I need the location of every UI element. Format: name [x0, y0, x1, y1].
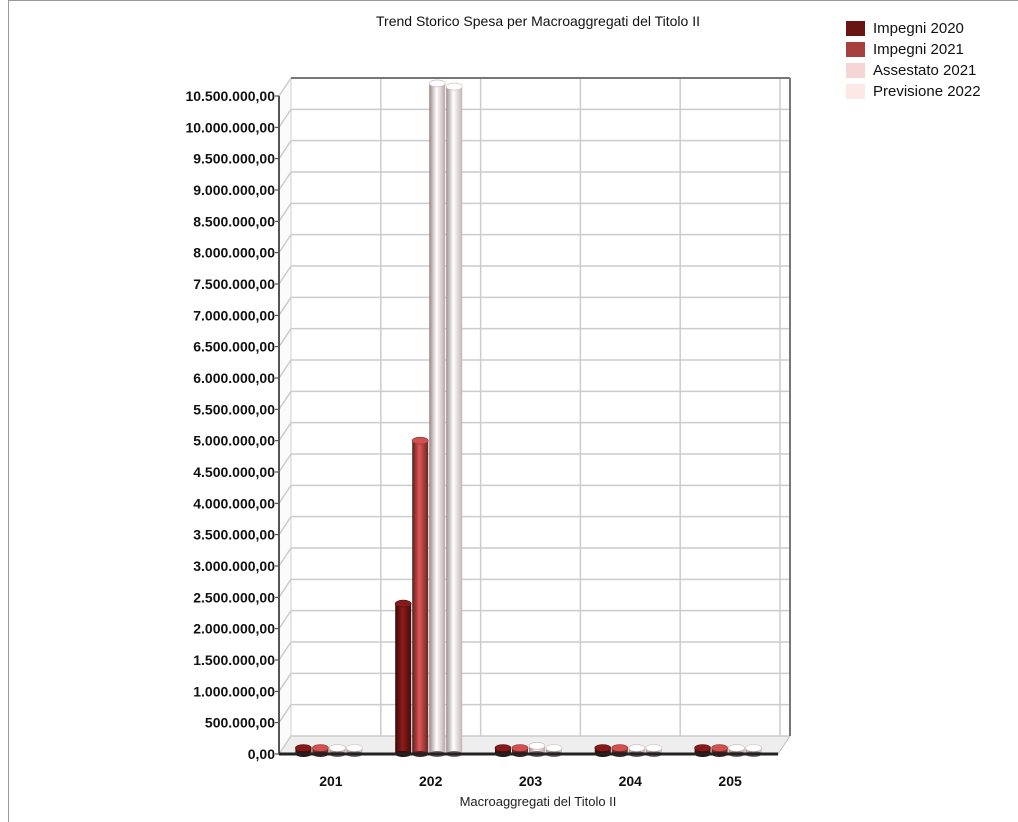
chart-title: Trend Storico Spesa per Macroaggregati d…	[376, 13, 700, 29]
y-tick-label: 8.500.000,00	[193, 213, 275, 229]
grid-line-diagonal	[278, 641, 292, 661]
y-tick-label: 5.500.000,00	[193, 401, 275, 417]
legend-label: Previsione 2022	[873, 83, 981, 100]
y-tick-label: 7.500.000,00	[193, 276, 275, 292]
y-tick-label: 1.500.000,00	[193, 652, 275, 668]
legend-swatch	[846, 42, 865, 57]
grid-line-diagonal	[278, 704, 292, 724]
x-axis-label: Macroaggregati del Titolo II	[460, 794, 617, 809]
x-tick-label: 204	[619, 773, 643, 789]
chart-frame	[8, 0, 1018, 822]
bar-impegni-2020-202	[394, 599, 412, 757]
x-tick-label: 202	[419, 773, 443, 789]
grid-line-diagonal	[278, 547, 292, 567]
y-tick-label: 5.000.000,00	[193, 433, 275, 449]
grid-line-diagonal	[278, 422, 292, 442]
y-tick-label: 9.000.000,00	[193, 182, 275, 198]
grid-line-diagonal	[278, 171, 292, 191]
grid-line-diagonal	[278, 265, 292, 285]
y-tick-label: 8.000.000,00	[193, 245, 275, 261]
bar-previsione-2022-202	[445, 82, 463, 757]
grid-line-diagonal	[278, 610, 292, 630]
grid-line-diagonal	[278, 140, 292, 160]
y-tick-label: 4.500.000,00	[193, 464, 275, 480]
y-tick-label: 6.500.000,00	[193, 339, 275, 355]
grid-line-diagonal	[278, 108, 292, 128]
legend-label: Impegni 2021	[873, 41, 964, 58]
grid-line-diagonal	[278, 202, 292, 222]
y-tick-label: 1.000.000,00	[193, 683, 275, 699]
legend-swatch	[846, 84, 865, 99]
y-tick-label: 500.000,00	[205, 715, 275, 731]
legend-item: Impegni 2020	[846, 18, 981, 39]
grid-line-diagonal	[278, 484, 292, 504]
y-tick-label: 4.000.000,00	[193, 495, 275, 511]
legend-label: Assestato 2021	[873, 62, 977, 79]
y-tick-label: 10.000.000,00	[185, 119, 275, 135]
legend-label: Impegni 2020	[873, 20, 964, 37]
legend-item: Impegni 2021	[846, 39, 981, 60]
y-tick-label: 3.000.000,00	[193, 558, 275, 574]
grid-line-diagonal	[278, 328, 292, 348]
x-tick-label: 201	[319, 773, 343, 789]
grid-line-diagonal	[278, 234, 292, 254]
bar-impegni-2021-202	[411, 436, 429, 757]
y-tick-label: 6.000.000,00	[193, 370, 275, 386]
grid-line-diagonal	[278, 390, 292, 410]
grid-line-diagonal	[278, 453, 292, 473]
y-tick-label: 2.500.000,00	[193, 589, 275, 605]
legend-swatch	[846, 21, 865, 36]
left-wall	[278, 76, 292, 756]
grid-line-diagonal	[278, 516, 292, 536]
y-tick-label: 3.500.000,00	[193, 527, 275, 543]
y-tick-label: 10.500.000,00	[185, 88, 275, 104]
grid-line-diagonal	[278, 296, 292, 316]
x-tick-label: 205	[718, 773, 742, 789]
chart-legend: Impegni 2020 Impegni 2021 Assestato 2021 Pr…	[846, 18, 981, 102]
legend-item: Assestato 2021	[846, 60, 981, 81]
grid-line-diagonal	[278, 735, 292, 755]
y-tick-label: 9.500.000,00	[193, 151, 275, 167]
legend-item: Previsione 2022	[846, 81, 981, 102]
grid-line-diagonal	[278, 359, 292, 379]
grid-line-diagonal	[278, 578, 292, 598]
grid-line-diagonal	[278, 672, 292, 692]
y-tick-label: 0,00	[248, 746, 275, 762]
bar-assestato-2021-202	[428, 79, 446, 757]
grid-line-diagonal	[278, 77, 292, 97]
legend-swatch	[846, 63, 865, 78]
x-tick-label: 203	[519, 773, 543, 789]
y-tick-label: 7.000.000,00	[193, 307, 275, 323]
y-tick-label: 2.000.000,00	[193, 621, 275, 637]
